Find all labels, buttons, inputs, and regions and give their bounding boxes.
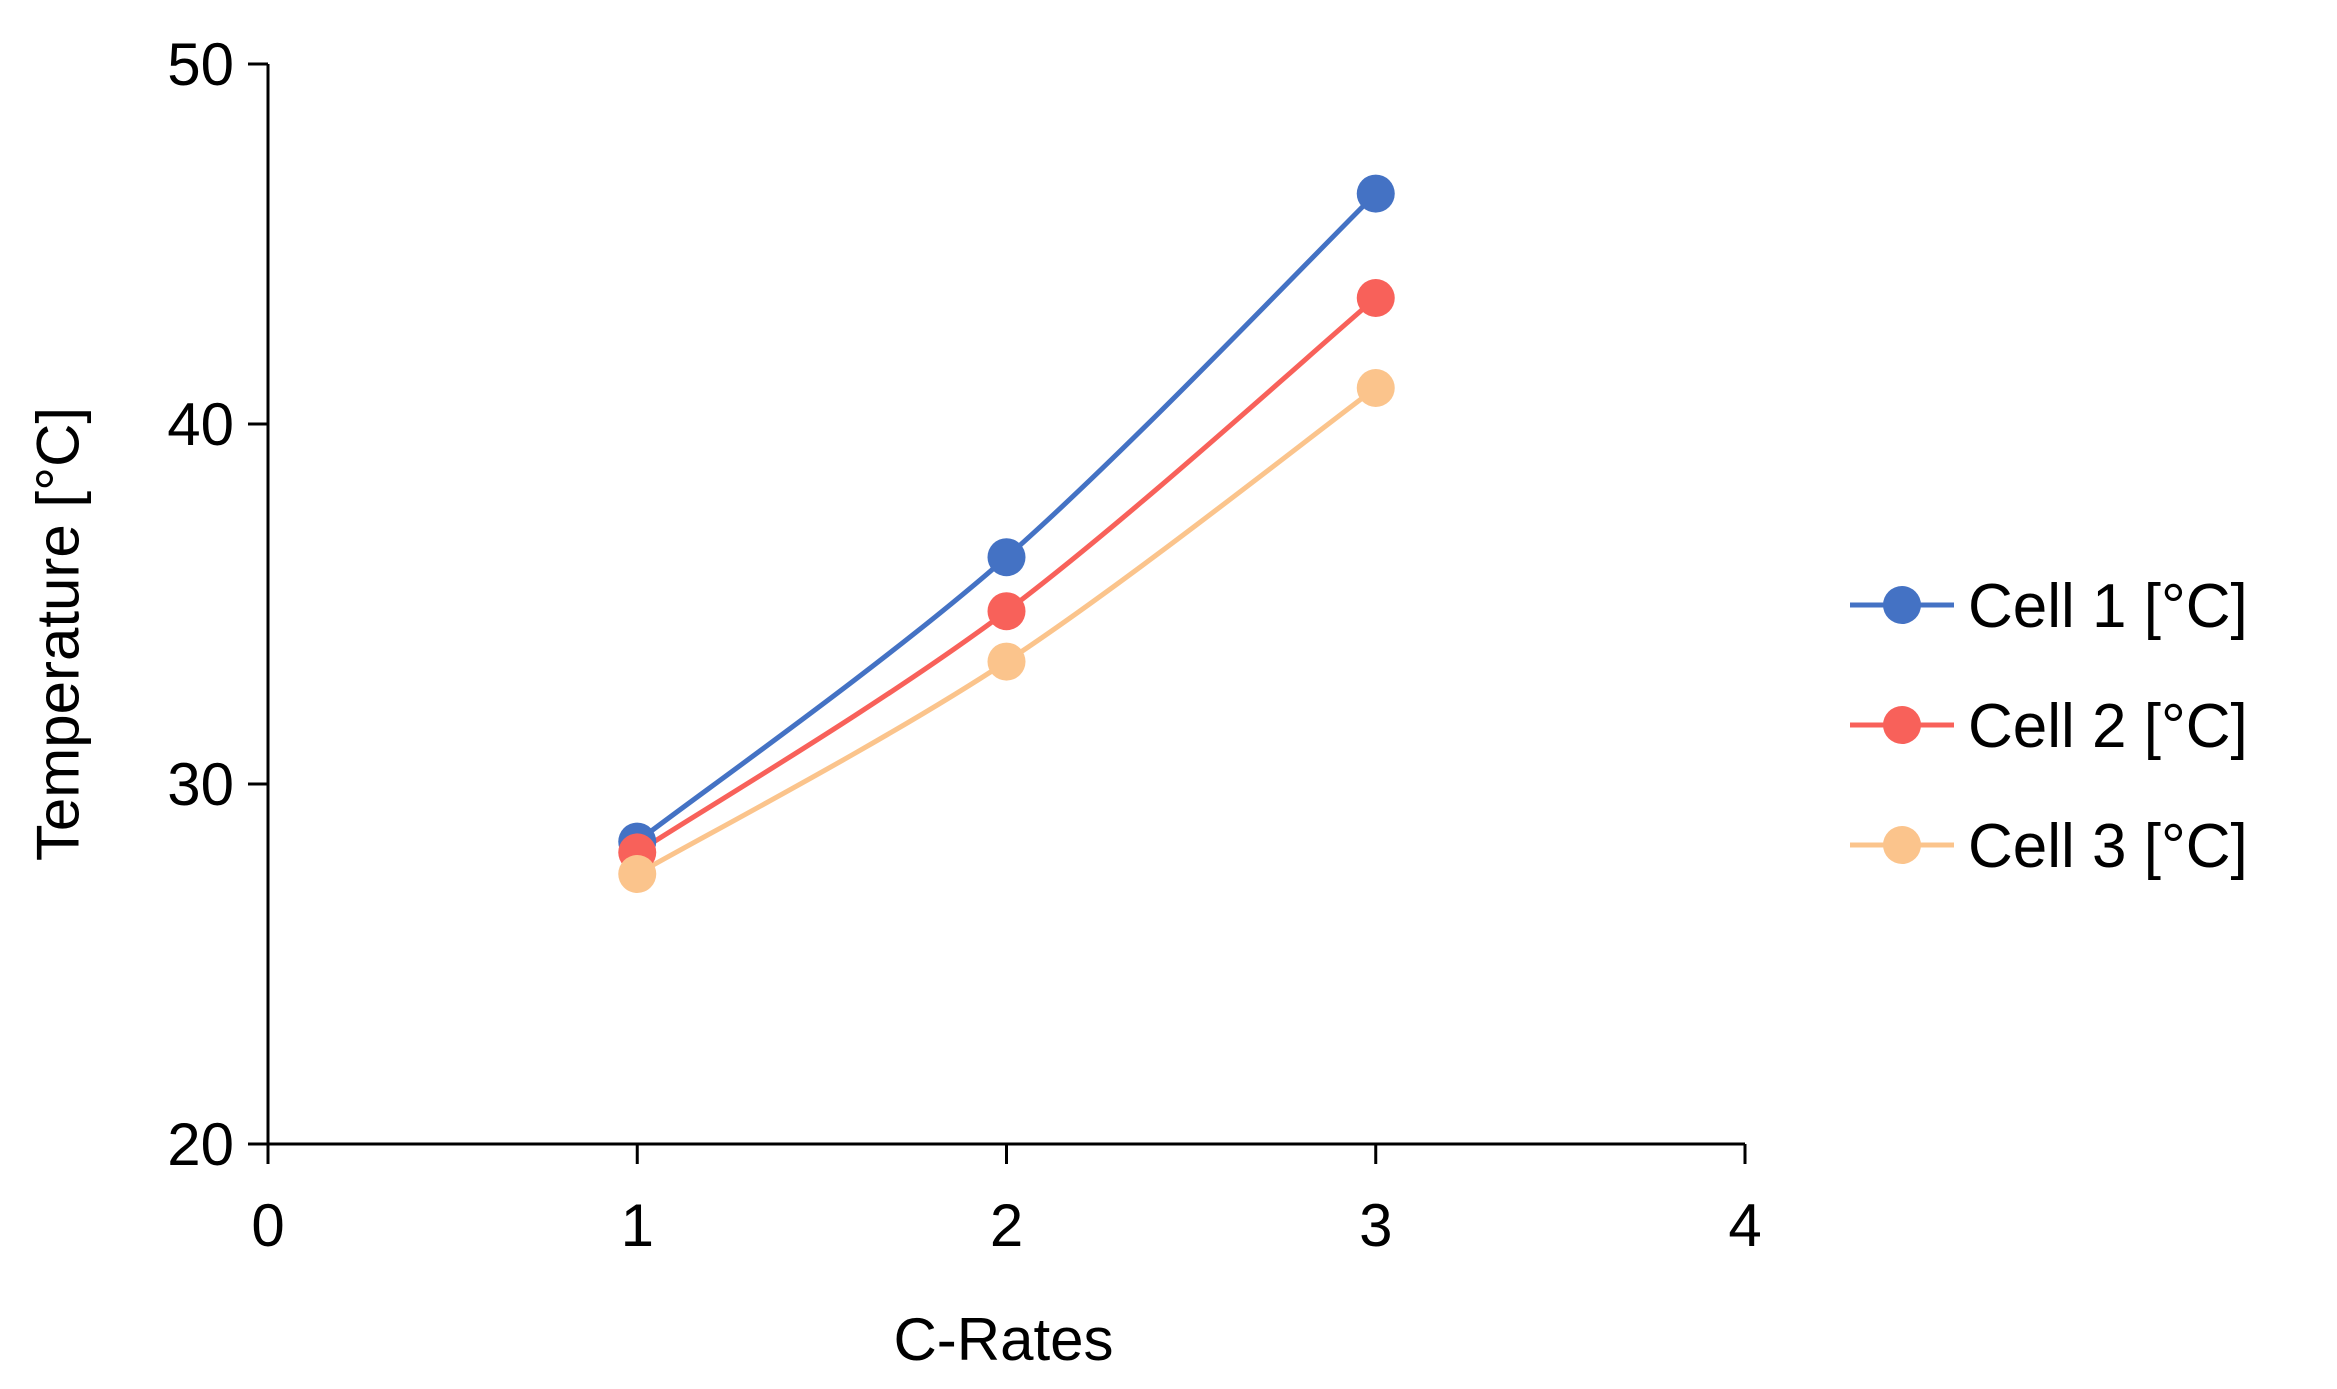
y-tick-label: 40: [167, 391, 234, 458]
legend-item-cell-3: Cell 3 [°C]: [1850, 812, 2248, 881]
legend-item-cell-2: Cell 2 [°C]: [1850, 692, 2248, 761]
series-line-cell-3: [636, 385, 1378, 877]
legend-label: Cell 1 [°C]: [1968, 572, 2248, 641]
x-tick-label: 0: [251, 1192, 284, 1259]
data-point-cell-3: [618, 855, 657, 893]
legend-label: Cell 3 [°C]: [1968, 812, 2248, 881]
y-axis-title: Temperature [°C]: [25, 407, 92, 861]
data-point-cell-2: [987, 592, 1026, 631]
data-point-cell-2: [1356, 279, 1395, 317]
y-ticks: 20 30 40 50: [167, 31, 268, 1178]
legend-marker: [1883, 586, 1921, 624]
series-lines: [635, 191, 1378, 877]
y-tick-label: 30: [167, 751, 234, 818]
legend-label: Cell 2 [°C]: [1968, 692, 2248, 761]
x-tick-label: 2: [990, 1192, 1023, 1259]
data-point-cell-3: [1356, 369, 1395, 407]
x-tick-label: 4: [1728, 1192, 1761, 1259]
data-point-cell-1: [987, 538, 1026, 577]
series-line-cell-1: [635, 191, 1378, 844]
x-ticks: 0 1 2 3 4: [251, 1144, 1762, 1259]
series-points: [618, 174, 1395, 893]
y-tick-label: 50: [167, 31, 234, 98]
legend: Cell 1 [°C] Cell 2 [°C] Cell 3 [°C]: [1850, 572, 2248, 881]
y-tick-label: 20: [167, 1111, 234, 1178]
x-axis-title: C-Rates: [893, 1306, 1113, 1373]
x-tick-label: 1: [621, 1192, 654, 1259]
x-tick-label: 3: [1359, 1192, 1392, 1259]
legend-marker: [1883, 826, 1921, 864]
data-point-cell-3: [987, 642, 1026, 681]
legend-item-cell-1: Cell 1 [°C]: [1850, 572, 2248, 641]
data-point-cell-1: [1356, 174, 1395, 213]
legend-marker: [1883, 706, 1921, 744]
